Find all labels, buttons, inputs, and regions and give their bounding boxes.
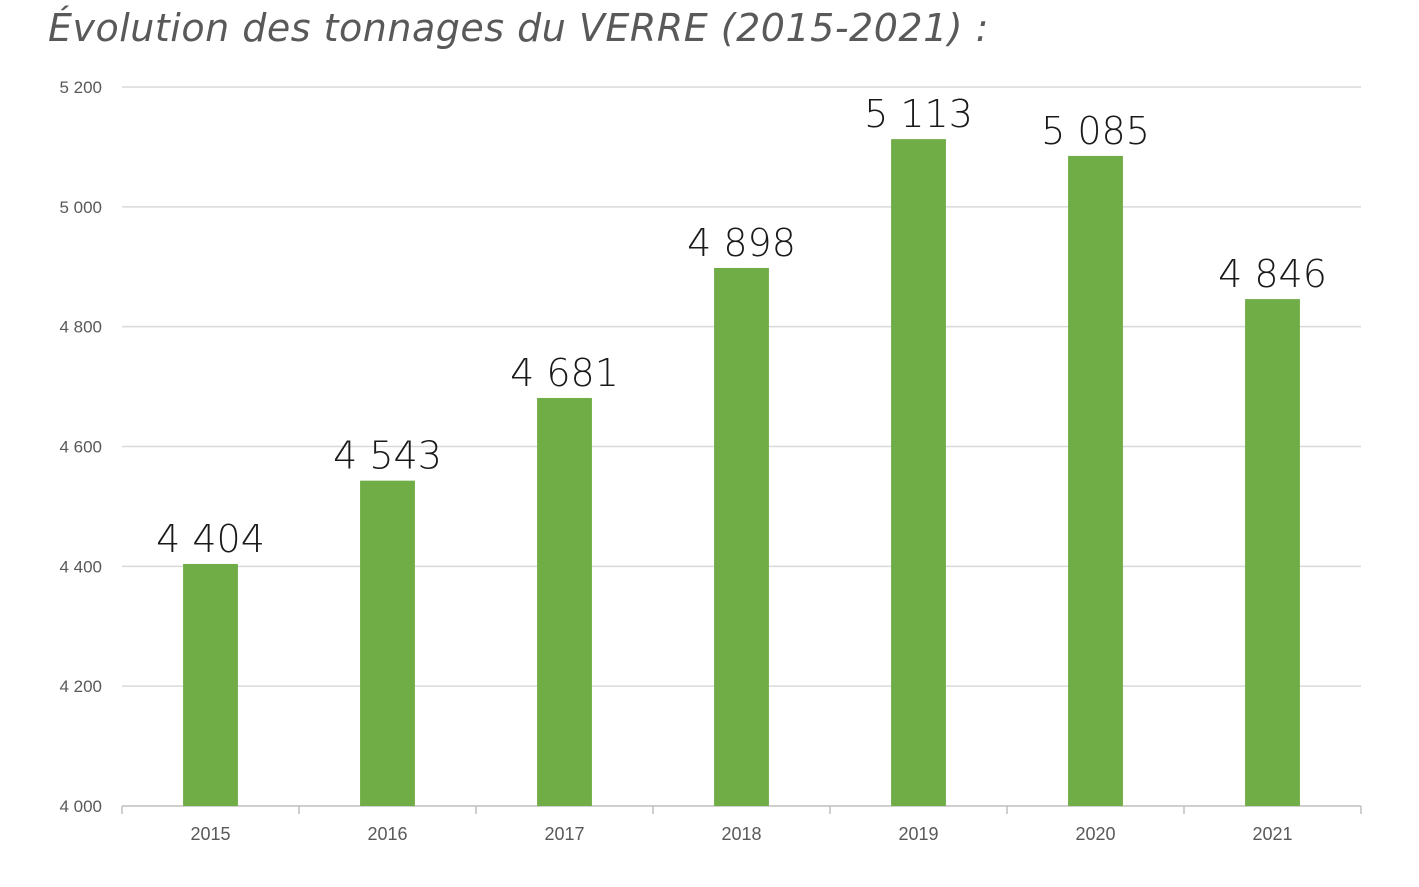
bar <box>360 480 415 806</box>
chart-title: Évolution des tonnages du VERRE (2015-20… <box>48 6 989 50</box>
data-label: 4 681 <box>510 351 619 395</box>
x-tick-label: 2019 <box>898 824 938 844</box>
data-label: 4 404 <box>156 517 265 561</box>
x-tick-label: 2021 <box>1252 824 1292 844</box>
bar <box>891 139 946 806</box>
bar <box>1068 155 1123 806</box>
y-tick-label: 5 000 <box>59 198 102 217</box>
data-label: 4 898 <box>687 221 796 265</box>
x-tick-label: 2020 <box>1075 824 1115 844</box>
x-tick-label: 2018 <box>721 824 761 844</box>
data-label: 5 113 <box>864 92 973 136</box>
x-tick-label: 2016 <box>367 824 407 844</box>
bar <box>537 397 592 806</box>
data-label: 4 543 <box>333 434 442 478</box>
data-label: 5 085 <box>1041 109 1150 153</box>
y-axis: 4 000 4 200 4 400 4 600 4 800 5 000 5 200 <box>59 78 102 816</box>
y-tick-label: 4 000 <box>59 797 102 816</box>
bar <box>1245 299 1300 806</box>
bars <box>183 139 1300 806</box>
data-label: 4 846 <box>1218 252 1327 296</box>
y-tick-label: 4 600 <box>59 438 102 457</box>
x-axis: 2015 2016 2017 2018 2019 2020 2021 <box>121 805 1362 844</box>
y-tick-label: 4 800 <box>59 318 102 337</box>
x-tick-label: 2017 <box>544 824 584 844</box>
y-tick-label: 4 200 <box>59 677 102 696</box>
y-tick-label: 4 400 <box>59 557 102 576</box>
x-tick-label: 2015 <box>190 824 230 844</box>
bar <box>183 563 238 806</box>
y-tick-label: 5 200 <box>59 78 102 97</box>
data-labels: 4 404 4 543 4 681 4 898 5 113 5 085 4 846 <box>156 92 1327 561</box>
bar <box>714 267 769 806</box>
